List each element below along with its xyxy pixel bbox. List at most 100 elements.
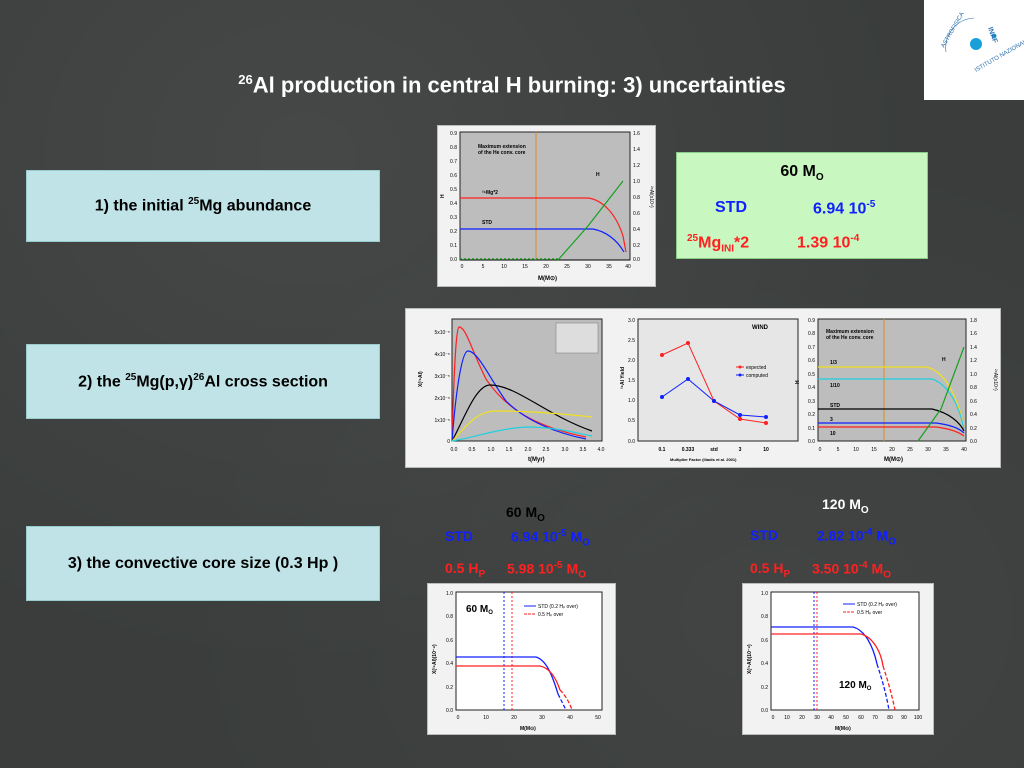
- svg-text:0.6: 0.6: [450, 173, 457, 179]
- svg-text:60 MO: 60 MO: [466, 604, 493, 616]
- svg-text:0.8: 0.8: [446, 614, 453, 620]
- svg-text:0.0: 0.0: [970, 439, 977, 445]
- svg-text:40: 40: [961, 447, 967, 453]
- svg-text:std: std: [710, 447, 718, 453]
- svg-text:0.2: 0.2: [808, 412, 815, 418]
- svg-text:50: 50: [595, 715, 601, 721]
- svg-text:25: 25: [564, 264, 570, 270]
- svg-text:0.1: 0.1: [659, 447, 666, 453]
- svg-text:H: H: [942, 357, 946, 363]
- plot-panel-2: t(Myr) X(²⁶Al) 5x10⁻⁵ 4x10⁻⁵ 3x10⁻⁵ 2x10…: [405, 308, 1001, 468]
- svg-text:0.2: 0.2: [450, 229, 457, 235]
- sec3-right-std-label: STD: [750, 527, 778, 543]
- core-size-chart-120msun: 120 MO STD (0.2 Hₚ over) 0.5 Hₚ over M(M…: [747, 591, 923, 732]
- svg-text:H: H: [440, 194, 446, 198]
- svg-text:t(Myr): t(Myr): [528, 457, 545, 463]
- svg-text:1.4: 1.4: [633, 147, 640, 153]
- uncertainty-box-2: 2) the 25Mg(p,γ)26Al cross section: [26, 344, 380, 419]
- svg-text:STD (0.2 Hₚ over): STD (0.2 Hₚ over): [857, 602, 897, 608]
- svg-text:of the He conv. core: of the He conv. core: [478, 150, 526, 156]
- svg-text:50: 50: [843, 715, 849, 721]
- svg-text:0.0: 0.0: [628, 439, 635, 445]
- svg-text:H: H: [795, 380, 801, 384]
- svg-text:M(M⊙): M(M⊙): [538, 276, 557, 282]
- svg-text:60: 60: [858, 715, 864, 721]
- svg-text:WIND: WIND: [752, 325, 769, 331]
- sec3-right-hp-value: 3.50 10-4 MO: [812, 560, 891, 581]
- svg-text:10: 10: [830, 431, 836, 437]
- svg-text:120 MO: 120 MO: [839, 680, 872, 692]
- cross-section-charts: t(Myr) X(²⁶Al) 5x10⁻⁵ 4x10⁻⁵ 3x10⁻⁵ 2x10…: [418, 318, 998, 463]
- svg-text:100: 100: [914, 715, 923, 721]
- svg-text:0.8: 0.8: [450, 145, 457, 151]
- svg-text:1.2: 1.2: [970, 358, 977, 364]
- sec3-left-hp-value: 5.98 10-5 MO: [507, 560, 586, 581]
- svg-text:0.0: 0.0: [761, 708, 768, 714]
- svg-text:0.5 Hₚ over: 0.5 Hₚ over: [538, 612, 564, 618]
- results-title: 60 MO: [780, 163, 824, 184]
- svg-text:20: 20: [543, 264, 549, 270]
- svg-text:0: 0: [461, 264, 464, 270]
- svg-text:3x10⁻⁵: 3x10⁻⁵: [434, 374, 450, 380]
- svg-text:0.5: 0.5: [469, 447, 476, 453]
- std-label: STD: [715, 199, 747, 216]
- svg-text:1.5: 1.5: [628, 378, 635, 384]
- svg-text:0.2: 0.2: [761, 685, 768, 691]
- svg-text:40: 40: [625, 264, 631, 270]
- svg-text:0.8: 0.8: [761, 614, 768, 620]
- svg-text:ASTROFISICA: ASTROFISICA: [941, 11, 966, 49]
- svg-text:15: 15: [871, 447, 877, 453]
- svg-text:30: 30: [814, 715, 820, 721]
- results-60msun-box: 60 MO STD 6.94 10-5 25MgINI*2 1.39 10-4: [676, 152, 928, 259]
- svg-text:3: 3: [830, 417, 833, 423]
- svg-text:0.3: 0.3: [450, 215, 457, 221]
- svg-text:0.4: 0.4: [761, 661, 768, 667]
- svg-text:3: 3: [739, 447, 742, 453]
- svg-text:5: 5: [837, 447, 840, 453]
- svg-text:4.0: 4.0: [598, 447, 605, 453]
- sec3-right-title: 120 MO: [822, 496, 869, 516]
- svg-text:Maximum extension: Maximum extension: [478, 144, 526, 150]
- svg-text:1/3: 1/3: [830, 360, 837, 366]
- svg-text:1.5: 1.5: [506, 447, 513, 453]
- svg-text:0.5: 0.5: [450, 187, 457, 193]
- svg-text:0.4: 0.4: [970, 412, 977, 418]
- svg-text:1.0: 1.0: [488, 447, 495, 453]
- svg-text:H: H: [596, 172, 600, 178]
- svg-text:0.5: 0.5: [808, 372, 815, 378]
- svg-text:0.2: 0.2: [633, 243, 640, 249]
- svg-text:ISTITUTO NAZIONALE DI: ISTITUTO NAZIONALE DI: [974, 33, 1024, 74]
- svg-text:10: 10: [853, 447, 859, 453]
- svg-text:0.2: 0.2: [446, 685, 453, 691]
- svg-text:0.9: 0.9: [808, 318, 815, 324]
- svg-text:M(M⊙): M(M⊙): [520, 726, 536, 732]
- svg-text:INAF: INAF: [986, 26, 998, 44]
- svg-text:0.1: 0.1: [450, 243, 457, 249]
- svg-text:30: 30: [585, 264, 591, 270]
- svg-text:0.5 Hₚ over: 0.5 Hₚ over: [857, 610, 883, 616]
- svg-text:25: 25: [907, 447, 913, 453]
- svg-text:1.2: 1.2: [633, 163, 640, 169]
- svg-text:0.333: 0.333: [682, 447, 695, 453]
- svg-text:0.6: 0.6: [808, 358, 815, 364]
- svg-text:2.0: 2.0: [628, 358, 635, 364]
- svg-text:1/10: 1/10: [830, 383, 840, 389]
- mass-profile-chart-1: Maximum extension of the He conv. core H…: [440, 131, 654, 282]
- svg-text:20: 20: [799, 715, 805, 721]
- svg-text:10: 10: [483, 715, 489, 721]
- svg-text:1.0: 1.0: [633, 179, 640, 185]
- plot-panel-1: Maximum extension of the He conv. core H…: [437, 125, 656, 287]
- plot-panel-60msun: 60 MO STD (0.2 Hₚ over) 0.5 Hₚ over M(M⊙…: [427, 583, 616, 735]
- svg-text:²⁵Mg*2: ²⁵Mg*2: [482, 190, 498, 196]
- svg-text:4x10⁻⁵: 4x10⁻⁵: [434, 352, 450, 358]
- svg-text:5: 5: [482, 264, 485, 270]
- svg-text:X(²⁶Al): X(²⁶Al): [418, 371, 424, 387]
- svg-text:1.0: 1.0: [628, 398, 635, 404]
- sec3-left-title: 60 MO: [506, 504, 545, 524]
- svg-text:of the He conv. core: of the He conv. core: [826, 335, 874, 341]
- sec3-right-hp-label: 0.5 HP: [750, 560, 791, 580]
- svg-text:M(M⊙): M(M⊙): [835, 726, 851, 732]
- svg-text:0.1: 0.1: [808, 426, 815, 432]
- uncertainty-box-1: 1) the initial 25Mg abundance: [26, 170, 380, 242]
- svg-text:0.6: 0.6: [446, 638, 453, 644]
